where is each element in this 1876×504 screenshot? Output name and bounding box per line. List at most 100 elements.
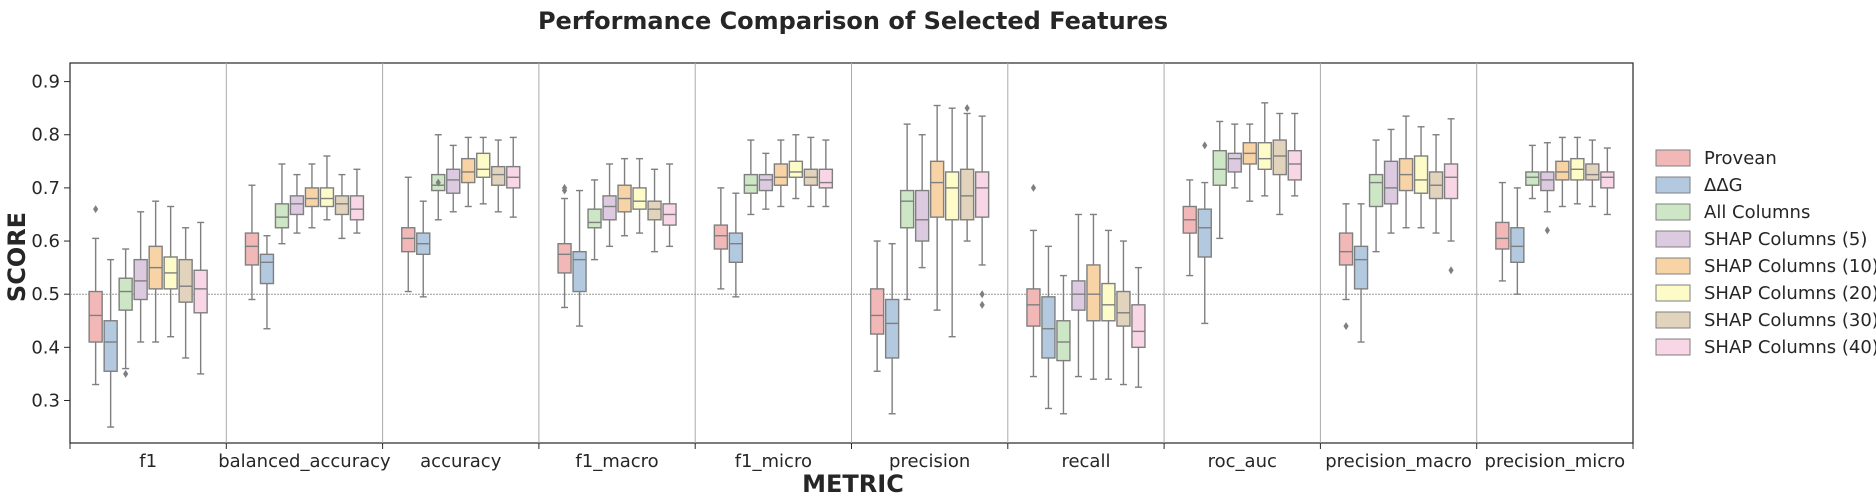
series-group [133,123,1555,378]
box [758,173,774,192]
chart-title: Performance Comparison of Selected Featu… [538,7,1168,35]
legend-swatch [1655,311,1691,329]
box [557,242,572,274]
box [773,163,789,186]
box [899,189,915,229]
outlier-point [979,290,985,299]
box [118,277,133,311]
x-tick-label: roc_auc [1208,451,1277,472]
box [289,195,305,216]
box [1353,245,1369,290]
x-tick-label: recall [1061,451,1110,472]
legend-swatch [1655,230,1691,248]
x-axis-label: METRIC [802,470,904,498]
box [1495,221,1510,250]
box [1600,171,1615,189]
x-tick-label: precision_macro [1325,451,1472,472]
box [869,288,885,335]
box [1585,163,1600,181]
box [587,208,602,229]
box [1227,152,1242,173]
box [788,160,804,178]
box [304,187,320,208]
box [743,173,759,194]
box [1101,282,1116,322]
legend-label: SHAP Columns (10) [1704,256,1876,277]
legend-label: SHAP Columns (40) [1704,337,1876,358]
box [461,157,476,184]
outlier-point [1544,226,1550,235]
box [1287,149,1302,181]
box [1368,173,1384,208]
legend-swatch [1655,257,1691,275]
box [1056,320,1071,362]
series-group [103,141,1525,428]
box [1212,149,1227,186]
box [1383,160,1399,205]
y-axis-label: SCORE [3,212,31,302]
series-group [118,120,1540,415]
legend: Provean ΔΔG All Columns SHAP Columns (5) SHA… [1655,148,1876,358]
legend-swatch [1655,203,1691,221]
legend-swatch [1655,176,1691,194]
outlier-point [1448,266,1454,275]
box [632,187,647,210]
outlier-point [979,300,985,309]
box [334,195,350,216]
box [884,298,900,359]
box [193,269,208,314]
outlier-point [93,205,99,214]
y-tick-label: 0.9 [31,72,60,93]
box [1413,155,1429,194]
box [244,232,260,266]
x-tick-label: accuracy [420,451,502,472]
legend-label: SHAP Columns (20) [1704,283,1876,304]
y-tick-label: 0.6 [31,231,60,252]
x-tick-label: f1_macro [575,451,658,472]
box [1041,296,1056,359]
box [1086,264,1101,322]
y-tick-label: 0.3 [31,390,60,411]
box [713,224,729,250]
box [1257,142,1272,170]
box [259,253,275,285]
legend-swatch [1655,284,1691,302]
series-group [178,104,1600,386]
outlier-point [1343,322,1349,331]
box [728,232,744,264]
series-group [88,176,1510,386]
legend-swatch [1655,149,1691,167]
box [103,320,118,372]
outlier-point [964,104,970,113]
outlier-point [1202,141,1208,150]
legend-label: SHAP Columns (30) [1704,310,1876,331]
series-group [148,104,1570,380]
box [1071,280,1086,311]
box [349,195,365,221]
x-tick-label: f1_micro [735,451,812,472]
box [401,227,416,253]
box [944,171,960,221]
y-tick-label: 0.7 [31,178,60,199]
legend-label: SHAP Columns (5) [1704,229,1867,250]
box [1131,304,1146,349]
plot-area: 0.3 0.4 0.5 0.6 0.7 0.8 0.9 f1 balanced_accuracy… [31,62,1634,472]
box [929,160,945,218]
box [319,187,335,208]
box [572,250,587,293]
box [1026,288,1041,327]
box [914,189,930,242]
box [446,168,461,194]
box [1525,171,1540,186]
box [1116,290,1131,327]
outlier-point [435,178,441,187]
box [133,258,148,301]
box [1197,208,1212,258]
legend-label: Provean [1704,148,1777,169]
legend-label: All Columns [1704,202,1810,223]
outlier-point [123,369,129,378]
box [602,195,617,221]
box [1555,160,1570,181]
box [1540,171,1555,192]
